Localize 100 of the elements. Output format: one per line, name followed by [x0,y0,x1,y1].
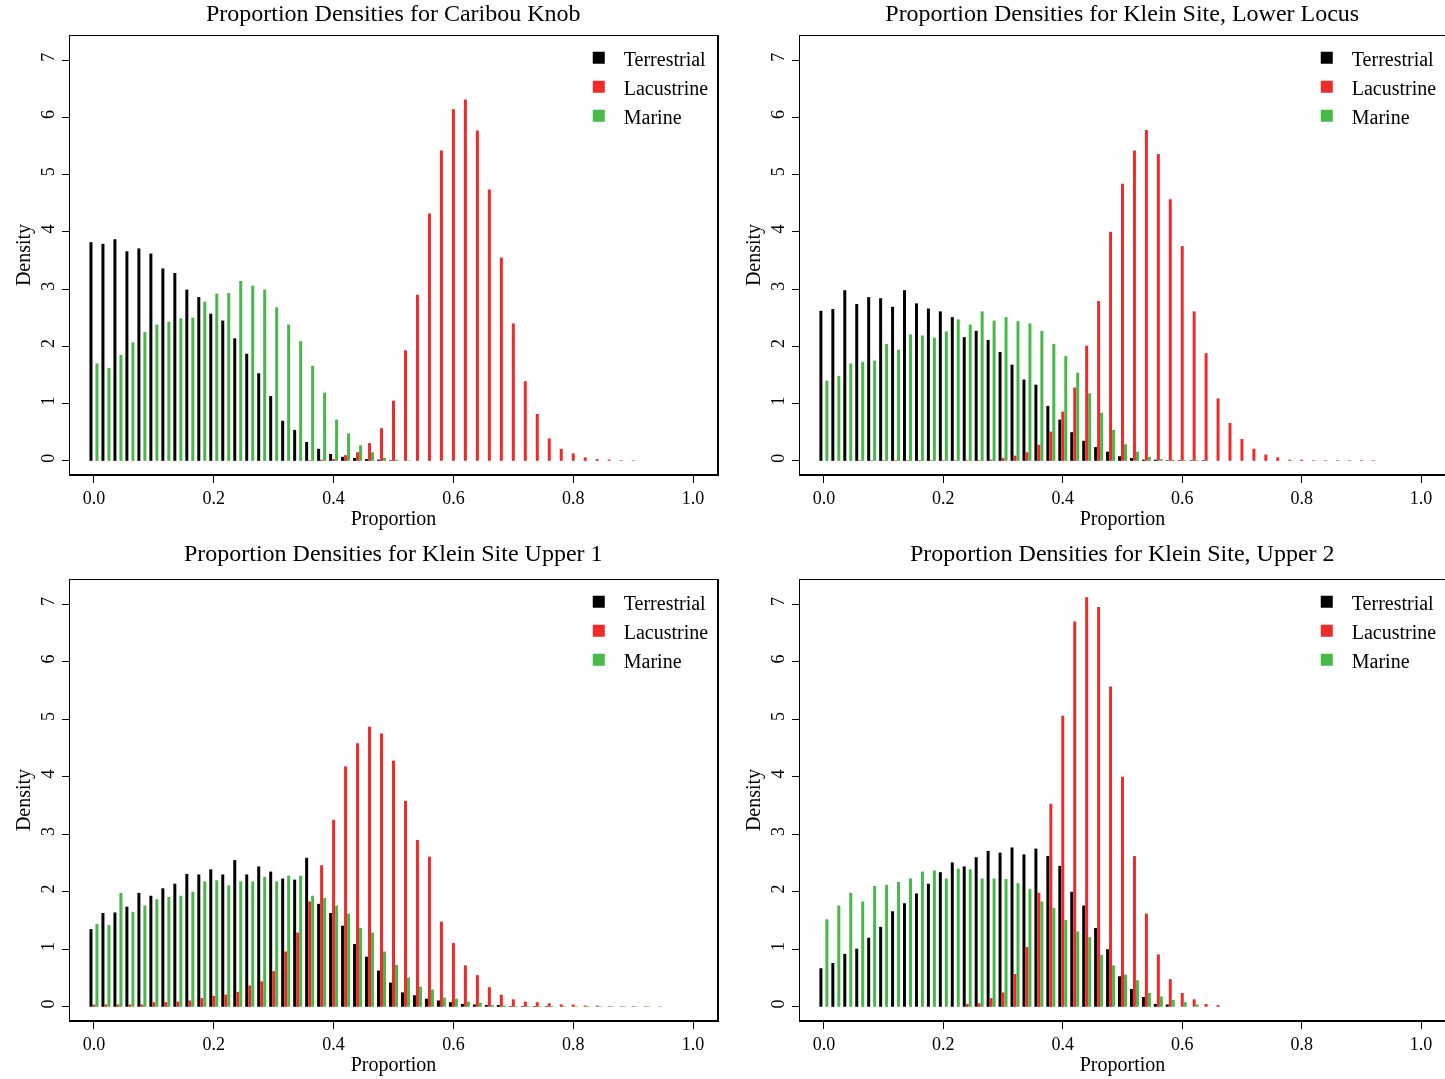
y-tick-label: 2 [767,339,788,349]
bar [403,800,407,1007]
bar [965,1003,969,1007]
bar [559,448,563,461]
bar [1275,457,1279,461]
bar [1159,995,1163,1007]
bar [161,268,165,461]
bar [269,396,273,461]
y-axis-title: Density [12,223,36,287]
chart-title: Proportion Densities for Caribou Knob [205,0,581,26]
bar [989,997,993,1007]
x-tick-label: 0.6 [1170,1033,1193,1054]
bar [152,1001,156,1007]
bar [1144,913,1148,1007]
legend-label: Lacustrine [623,620,709,642]
y-tick-label: 2 [38,339,59,349]
bar [1060,411,1064,461]
bar [1033,848,1037,1007]
bar [442,997,446,1007]
bar [284,951,288,1007]
bar [950,317,954,461]
bar [1087,936,1091,1007]
bar [424,998,428,1007]
bar [344,765,348,1007]
y-tick-label: 7 [38,596,59,606]
bar [872,885,876,1007]
bar [353,457,357,461]
bar [451,942,455,1007]
bar [260,980,264,1007]
bar [439,921,443,1007]
bar [197,873,201,1007]
bar [890,910,894,1007]
bar [104,1003,108,1007]
bar [359,927,363,1007]
bar [227,884,231,1007]
bar [956,319,960,461]
x-tick-label: 0.2 [202,488,226,509]
y-axis-title: Density [741,223,765,287]
bar [1144,129,1148,461]
bar [1120,776,1124,1007]
bar [487,986,491,1007]
bar [1108,685,1112,1007]
y-axis-title: Density [12,768,36,831]
y-tick-label: 2 [38,884,59,894]
bar [866,937,870,1007]
bar [1263,454,1267,461]
y-tick-label: 5 [38,167,59,177]
bar [89,928,93,1007]
bar [1195,1003,1199,1007]
bar [332,819,336,1007]
bar [365,956,369,1007]
bar [1081,440,1085,461]
bar [221,873,225,1007]
bar [188,999,192,1007]
bar [347,913,351,1007]
bar [860,361,864,461]
legend-label: Lacustrine [1351,76,1436,99]
bar [1096,606,1100,1007]
bar [1004,878,1008,1007]
bar [1045,405,1049,461]
bar [499,257,503,461]
legend-label: Terrestrial [1351,591,1434,613]
bar [335,905,339,1007]
bar [511,998,515,1007]
bar [920,871,924,1007]
bar [1057,419,1061,461]
bar [836,905,840,1007]
y-tick-label: 3 [767,281,788,291]
bar [842,953,846,1007]
bar [356,742,360,1007]
legend-label: Lacustrine [623,76,709,99]
bar [1239,439,1243,461]
bar [1168,199,1172,461]
bar [1156,153,1160,461]
bar [1015,321,1019,461]
bar [299,341,303,461]
bar [523,1001,527,1007]
bar [308,901,312,1007]
bar [511,323,515,461]
bar [451,109,455,461]
y-tick-label: 4 [767,769,788,779]
bar [439,150,443,461]
bar [1135,979,1139,1007]
bar [125,251,129,461]
bar [400,991,404,1007]
bar [113,911,117,1007]
bar [415,839,419,1007]
bar [475,974,479,1007]
bar [878,298,882,461]
x-tick-label: 0.2 [931,1033,955,1054]
bar [113,239,117,461]
bar [227,293,231,461]
bar [466,1001,470,1007]
bar [454,998,458,1007]
bar [263,876,267,1007]
bar [1129,988,1133,1007]
bar [475,130,479,461]
bar [1039,901,1043,1007]
bar [1072,387,1076,461]
y-tick-label: 4 [767,224,788,234]
